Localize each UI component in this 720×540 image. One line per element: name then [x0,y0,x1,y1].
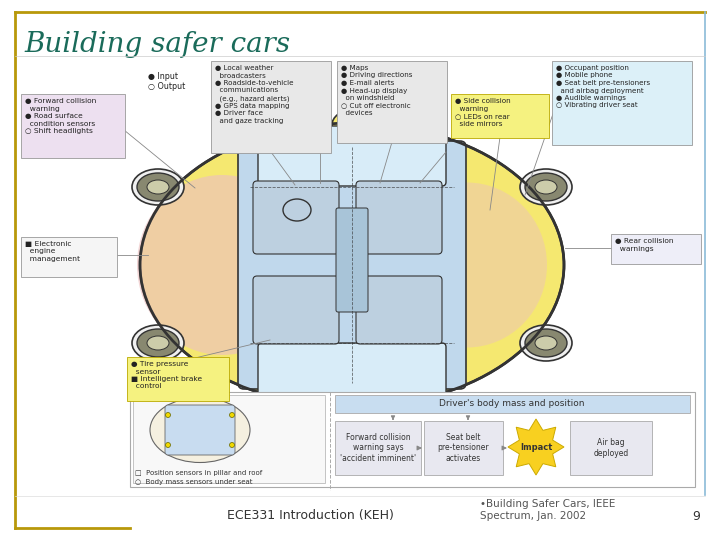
Text: ■ Electronic
  engine
  management: ■ Electronic engine management [25,241,80,262]
Text: ○  Body mass sensors under seat: ○ Body mass sensors under seat [135,479,253,485]
FancyBboxPatch shape [451,94,549,138]
FancyBboxPatch shape [238,141,466,389]
FancyBboxPatch shape [127,357,229,401]
Text: ● Rear collision
  warnings: ● Rear collision warnings [615,238,674,252]
FancyBboxPatch shape [611,234,701,264]
FancyBboxPatch shape [356,276,442,344]
Ellipse shape [132,169,184,205]
Text: ● Tire pressure
  sensor
■ Intelligent brake
  control: ● Tire pressure sensor ■ Intelligent bra… [131,361,202,389]
FancyBboxPatch shape [211,61,331,153]
Ellipse shape [535,336,557,350]
FancyBboxPatch shape [258,126,446,186]
FancyBboxPatch shape [424,421,503,475]
Ellipse shape [332,110,372,140]
Text: ○ Output: ○ Output [148,82,185,91]
Ellipse shape [150,397,250,462]
Text: ● Input: ● Input [148,72,178,81]
Text: ECE331 Introduction (KEH): ECE331 Introduction (KEH) [227,510,393,523]
Text: 9: 9 [692,510,700,523]
Ellipse shape [137,329,179,357]
Text: Impact: Impact [520,442,552,451]
Text: Driver's body mass and position: Driver's body mass and position [439,400,585,408]
Ellipse shape [147,336,169,350]
Text: Seat belt
pre-tensioner
activates: Seat belt pre-tensioner activates [438,433,490,463]
Ellipse shape [132,325,184,361]
Ellipse shape [140,123,564,407]
FancyBboxPatch shape [21,94,125,158]
FancyBboxPatch shape [258,343,446,403]
FancyBboxPatch shape [133,395,325,483]
FancyBboxPatch shape [15,57,705,492]
FancyBboxPatch shape [21,237,117,277]
Text: ● Occupant position
● Mobile phone
● Seat belt pre-tensioners
  and airbag deplo: ● Occupant position ● Mobile phone ● Sea… [556,65,650,109]
Ellipse shape [137,175,307,355]
Text: ● Maps
● Driving directions
● E-mail alerts
● Head-up display
  on windshield
○ : ● Maps ● Driving directions ● E-mail ale… [341,65,413,116]
Ellipse shape [535,180,557,194]
Ellipse shape [387,183,547,348]
Ellipse shape [332,390,372,420]
FancyBboxPatch shape [130,392,695,487]
Ellipse shape [230,413,235,417]
Ellipse shape [525,173,567,201]
Ellipse shape [525,329,567,357]
Ellipse shape [147,180,169,194]
FancyBboxPatch shape [253,181,339,254]
FancyBboxPatch shape [570,421,652,475]
Ellipse shape [137,173,179,201]
FancyBboxPatch shape [253,276,339,344]
Ellipse shape [166,413,171,417]
Ellipse shape [520,325,572,361]
Ellipse shape [520,169,572,205]
Text: ● Local weather
  broadcasters
● Roadside-to-vehicle
  communications
  (e.g., h: ● Local weather broadcasters ● Roadside-… [215,65,294,124]
Ellipse shape [230,442,235,448]
Text: Air bag
deployed: Air bag deployed [593,438,629,458]
FancyBboxPatch shape [336,208,368,312]
Text: □  Position sensors in pillar and roof: □ Position sensors in pillar and roof [135,470,262,476]
FancyBboxPatch shape [335,395,690,413]
FancyBboxPatch shape [165,405,235,455]
FancyBboxPatch shape [335,421,421,475]
Polygon shape [508,419,564,475]
Text: ● Forward collision
  warning
● Road surface
  condition sensors
○ Shift headlig: ● Forward collision warning ● Road surfa… [25,98,96,134]
Text: •Building Safer Cars, IEEE
Spectrum, Jan. 2002: •Building Safer Cars, IEEE Spectrum, Jan… [480,499,616,521]
Ellipse shape [166,442,171,448]
FancyBboxPatch shape [337,61,447,143]
Text: Forward collision
warning says
'accident imminent': Forward collision warning says 'accident… [340,433,416,463]
Text: ● Side collision
  warning
○ LEDs on rear
  side mirrors: ● Side collision warning ○ LEDs on rear … [455,98,510,126]
Text: Building safer cars: Building safer cars [24,30,290,57]
FancyBboxPatch shape [356,181,442,254]
FancyBboxPatch shape [552,61,692,145]
